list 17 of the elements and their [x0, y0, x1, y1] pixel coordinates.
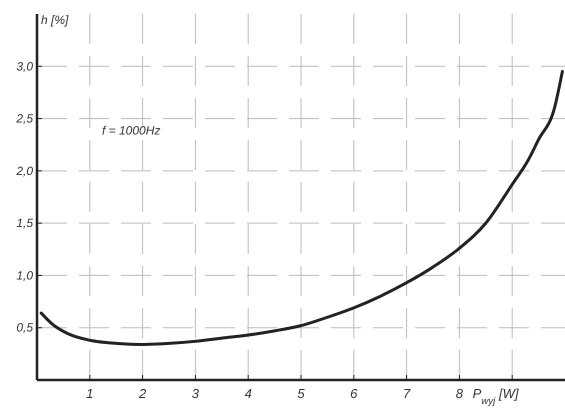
x-tick-label: 4: [244, 386, 252, 401]
x-tick-label: 8: [456, 386, 464, 401]
y-axis-title: h [%]: [41, 13, 70, 27]
x-axis-title: P$_{wyj}$ [W]: [472, 386, 519, 406]
y-tick-label: 2,5: [15, 112, 34, 126]
x-tick-label: 7: [402, 386, 411, 401]
x-tick-label: 3: [192, 386, 200, 401]
y-tick-label: 3,0: [16, 59, 34, 74]
x-tick-label: 1: [86, 386, 94, 401]
annotation: f = 1000Hz: [102, 123, 160, 138]
x-tick-label: 5: [297, 386, 306, 401]
x-tick-label: 6: [350, 386, 358, 401]
y-tick-label: 1,0: [16, 268, 34, 282]
x-tick-label: 2: [138, 386, 147, 401]
y-tick-label: 2,0: [15, 164, 34, 178]
y-tick-label: 1,5: [16, 216, 34, 230]
y-tick-label: 0,5: [16, 320, 34, 335]
